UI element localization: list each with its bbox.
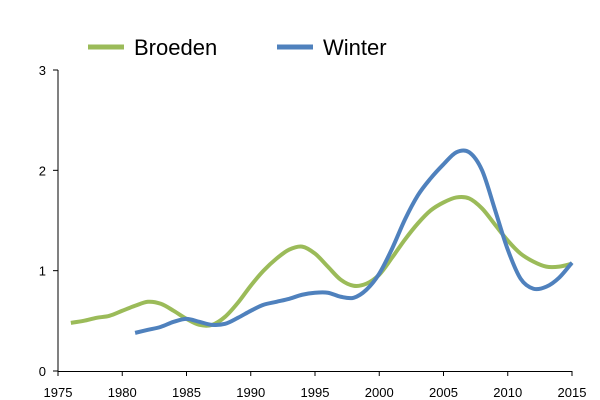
legend-label-broeden: Broeden (134, 35, 217, 60)
chart-legend: Broeden Winter (88, 35, 387, 60)
x-tick-label: 1975 (44, 385, 73, 400)
chart-ticks: 0 1 2 3 1975 1980 1985 1990 1995 2000 2005 2010 2015 (39, 63, 587, 400)
x-tick-label: 2015 (558, 385, 587, 400)
y-tick-label: 3 (39, 63, 46, 78)
x-tick-label: 2010 (493, 385, 522, 400)
x-tick-label: 2000 (365, 385, 394, 400)
y-tick-label: 2 (39, 163, 46, 178)
series-line-broeden (70, 194, 573, 328)
x-tick-label: 1995 (301, 385, 330, 400)
chart-series-lines (70, 148, 574, 335)
y-tick-label: 1 (39, 264, 46, 279)
x-tick-label: 1980 (108, 385, 137, 400)
x-tick-label: 1990 (236, 385, 265, 400)
x-tick-label: 1985 (172, 385, 201, 400)
chart-axes (57, 70, 572, 372)
legend-label-winter: Winter (323, 35, 387, 60)
x-tick-label: 2005 (429, 385, 458, 400)
series-line-winter (134, 148, 574, 335)
y-tick-label: 0 (39, 364, 46, 379)
